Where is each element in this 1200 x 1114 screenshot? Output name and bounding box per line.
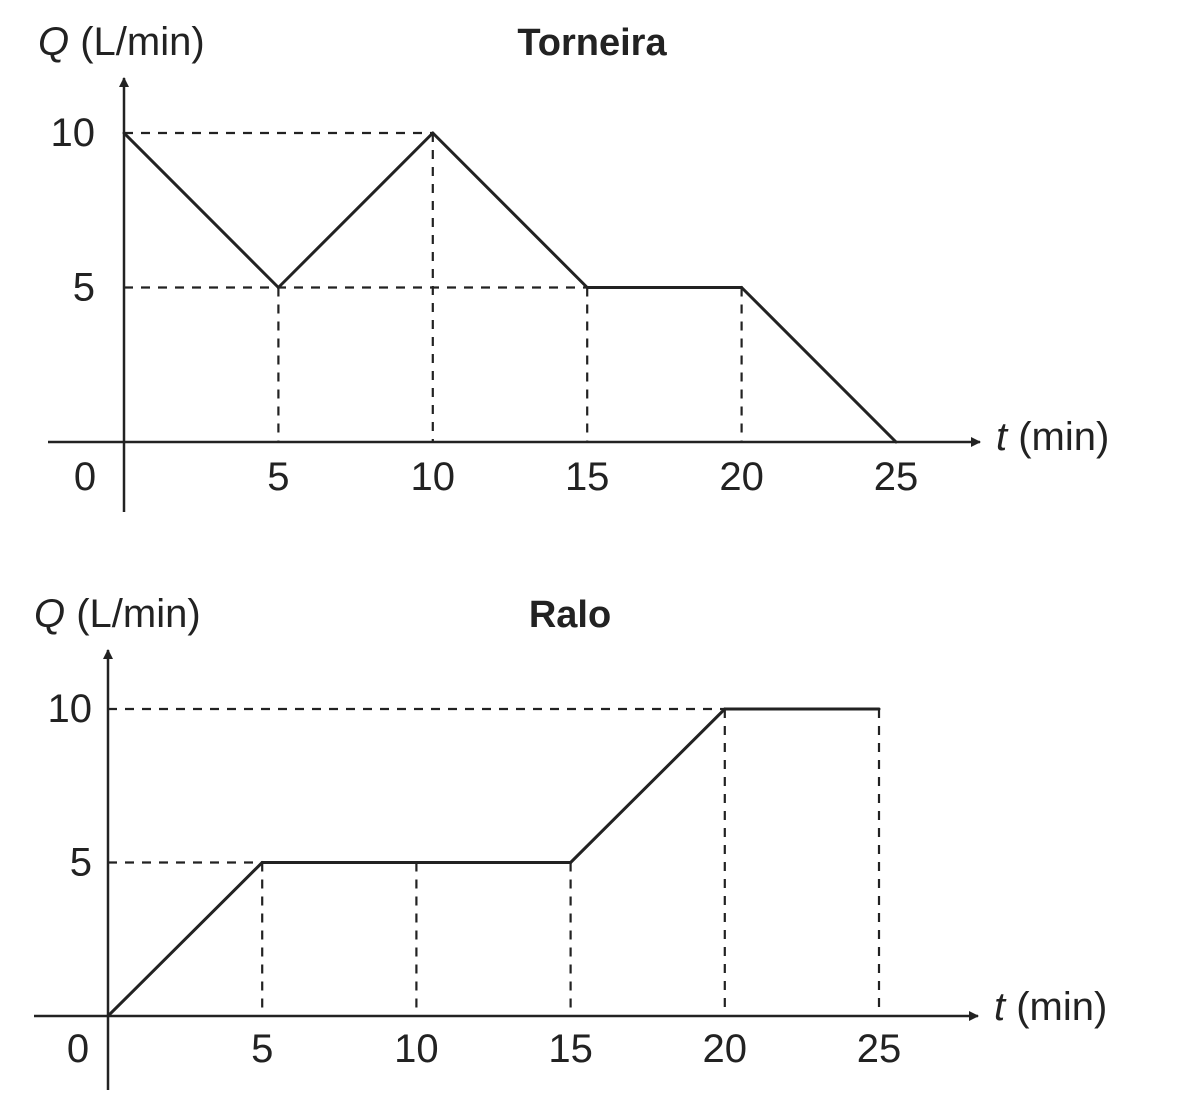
x-axis-label: t (min) [996, 415, 1109, 459]
series-segment [276, 131, 435, 289]
chart-title: Ralo [529, 594, 611, 636]
series-segment [431, 131, 589, 289]
origin-label: 0 [74, 455, 96, 499]
y-axis-unit: (L/min) [69, 20, 205, 64]
x-tick-label: 10 [411, 455, 456, 499]
chart-title: Torneira [517, 22, 667, 64]
x-axis-label: t (min) [994, 985, 1107, 1029]
x-tick-label: 25 [874, 455, 919, 499]
y-tick-label: 5 [73, 266, 95, 310]
y-axis-unit: (L/min) [65, 592, 201, 636]
series-segment [740, 286, 898, 444]
series-segment [106, 861, 264, 1018]
x-axis-variable: t [996, 415, 1009, 459]
x-axis-unit: (min) [1007, 415, 1109, 459]
y-axis-variable: Q [34, 592, 65, 636]
x-tick-label: 5 [267, 455, 289, 499]
x-tick-label: 10 [394, 1027, 439, 1071]
y-axis-label: Q (L/min) [34, 592, 201, 636]
x-tick-label: 15 [565, 455, 610, 499]
x-tick-label: 20 [719, 455, 764, 499]
y-tick-label: 10 [48, 687, 93, 731]
series-segment [122, 131, 280, 289]
x-tick-label: 25 [857, 1027, 902, 1071]
x-tick-label: 20 [703, 1027, 748, 1071]
y-axis-variable: Q [38, 20, 69, 64]
y-tick-label: 5 [70, 841, 92, 885]
y-axis-label: Q (L/min) [38, 20, 205, 64]
chart-ralo: 5 10 15 20 25 0 5 10 Ralo Q (L/min) t (min) [34, 592, 1107, 1090]
chart-torneira: 5 10 15 20 25 0 5 10 Torneira Q (L/min) t (min) [38, 20, 1109, 512]
series-segment [569, 707, 727, 864]
x-tick-label: 15 [548, 1027, 593, 1071]
x-tick-label: 5 [251, 1027, 273, 1071]
origin-label: 0 [67, 1027, 89, 1071]
x-axis-variable: t [994, 985, 1007, 1029]
x-axis-unit: (min) [1005, 985, 1107, 1029]
y-tick-label: 10 [51, 111, 96, 155]
